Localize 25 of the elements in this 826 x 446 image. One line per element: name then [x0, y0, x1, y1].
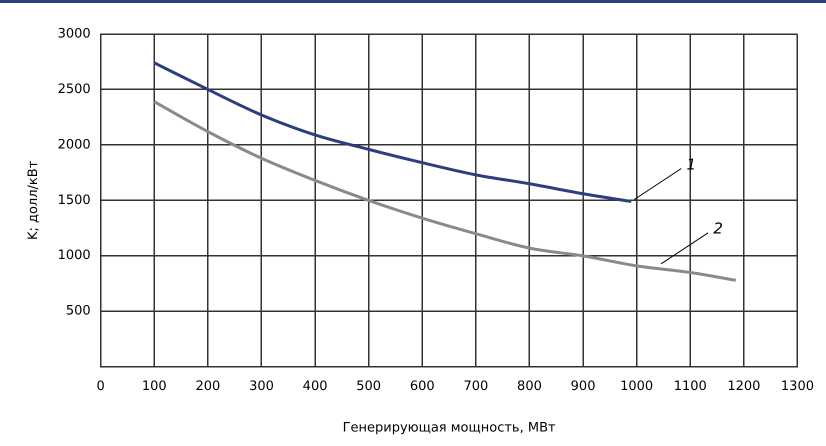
- y-tick-label: 1500: [58, 192, 91, 208]
- x-tick-label: 800: [517, 378, 542, 394]
- x-tick-label: 700: [463, 378, 488, 394]
- annotation: 2: [713, 220, 723, 238]
- x-tick-label: 500: [356, 378, 382, 394]
- line-series: [152, 100, 738, 282]
- x-axis-title: Генерирующая мощность, МВт: [342, 420, 556, 436]
- x-tick-label: 600: [410, 378, 435, 394]
- y-tick-label: 2000: [58, 137, 91, 152]
- y-tick-label: 3000: [58, 26, 91, 42]
- x-tick-label: 1300: [780, 378, 814, 394]
- y-tick-label: 500: [66, 304, 91, 319]
- y-tick-label: 2500: [58, 82, 91, 97]
- line-series: [152, 61, 633, 204]
- y-tick-label: 1000: [58, 248, 91, 264]
- x-tick-label: 300: [249, 378, 274, 394]
- y-axis-title: K; долл/кВт: [26, 160, 42, 240]
- x-tick-label: 900: [570, 378, 596, 394]
- x-tick-label: 400: [302, 378, 328, 394]
- x-tick-label: 100: [142, 378, 167, 394]
- x-tick-label: 1200: [727, 378, 760, 394]
- x-tick-label: 200: [195, 378, 220, 394]
- x-tick-label: 0: [96, 378, 105, 394]
- x-tick-label: 1100: [674, 378, 707, 394]
- x-tick-label: 1000: [620, 378, 654, 394]
